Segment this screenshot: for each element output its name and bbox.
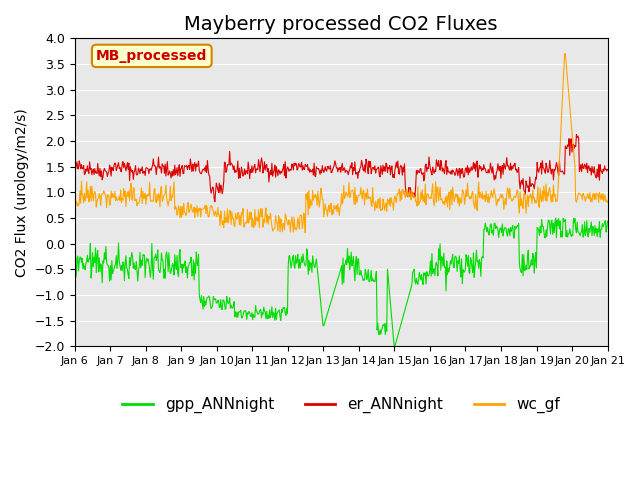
gpp_ANNnight: [136, 264, 143, 269]
Text: MB_processed: MB_processed: [96, 49, 207, 63]
gpp_ANNnight: [422, 281, 430, 287]
er_ANNnight: [211, 199, 219, 204]
gpp_ANNnight: [604, 218, 611, 224]
gpp_ANNnight: [189, 257, 197, 263]
wc_gf: [189, 209, 197, 215]
er_ANNnight: [81, 172, 88, 178]
er_ANNnight: [218, 191, 226, 197]
wc_gf: [81, 190, 88, 196]
gpp_ANNnight: [406, 287, 414, 293]
Legend: gpp_ANNnight, er_ANNnight, wc_gf: gpp_ANNnight, er_ANNnight, wc_gf: [116, 391, 566, 419]
gpp_ANNnight: [81, 265, 88, 271]
er_ANNnight: [71, 164, 79, 170]
gpp_ANNnight: [552, 215, 559, 221]
wc_gf: [71, 193, 79, 199]
wc_gf: [301, 230, 309, 236]
er_ANNnight: [406, 185, 414, 191]
gpp_ANNnight: [218, 306, 225, 312]
gpp_ANNnight: [71, 276, 79, 281]
wc_gf: [604, 200, 611, 205]
Title: Mayberry processed CO2 Fluxes: Mayberry processed CO2 Fluxes: [184, 15, 498, 34]
Line: er_ANNnight: er_ANNnight: [75, 134, 607, 202]
er_ANNnight: [422, 161, 430, 167]
er_ANNnight: [604, 167, 611, 172]
Y-axis label: CO2 Flux (urology/m2/s): CO2 Flux (urology/m2/s): [15, 108, 29, 276]
wc_gf: [406, 194, 414, 200]
er_ANNnight: [136, 168, 143, 173]
er_ANNnight: [189, 168, 197, 174]
wc_gf: [218, 214, 225, 219]
wc_gf: [136, 199, 143, 205]
wc_gf: [422, 202, 430, 207]
Line: gpp_ANNnight: gpp_ANNnight: [75, 218, 607, 346]
wc_gf: [561, 51, 568, 57]
er_ANNnight: [573, 132, 580, 137]
gpp_ANNnight: [390, 343, 398, 349]
Line: wc_gf: wc_gf: [75, 54, 607, 233]
